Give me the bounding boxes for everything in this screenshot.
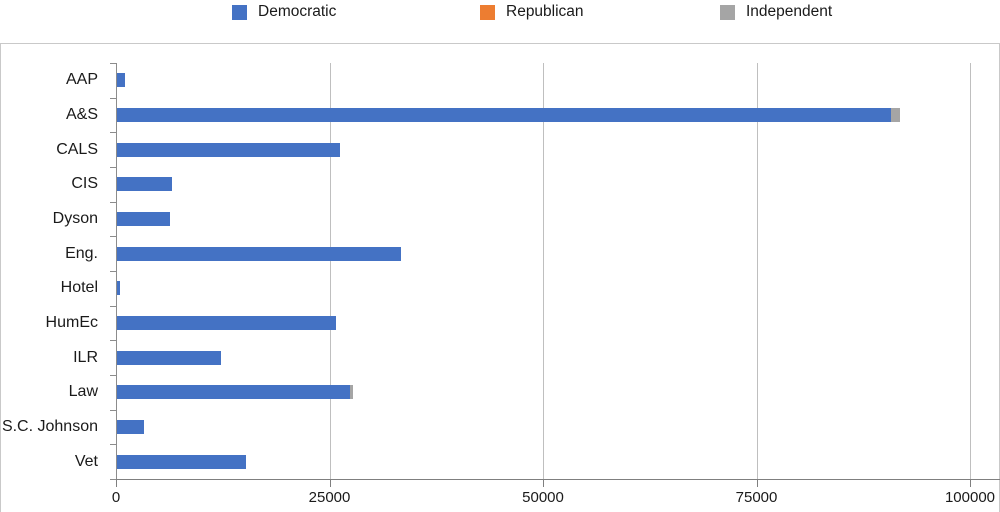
y-axis-tick [110,271,116,272]
y-axis [116,63,117,479]
category-label-eng-: Eng. [65,244,98,262]
category-label-law: Law [68,383,98,401]
category-label-vet: Vet [74,452,98,470]
legend-label-independent: Independent [746,3,833,20]
y-axis-tick [110,167,116,168]
gray-square-swatch [720,4,735,20]
gridline-x-75000 [756,63,758,479]
bar-segment-democratic [117,108,891,122]
legend-label-democratic: Democratic [258,3,337,20]
category-label-aap: AAP [65,71,98,89]
y-axis-tick [110,63,116,64]
bar-segment-democratic [117,454,246,469]
category-label-cis: CIS [71,175,98,193]
y-axis-tick [110,132,116,134]
category-label-ilr: ILR [73,348,98,366]
category-label-s-c-johnson: S.C. Johnson [1,418,98,435]
blue-square-swatch [232,4,247,20]
legend-item-democratic: Democratic [232,3,336,21]
y-axis-tick [110,375,116,376]
y-axis-tick [110,305,116,307]
bar-segment-democratic [117,281,120,296]
x-tick-label-100000: 100000 [944,489,996,506]
y-axis-tick [110,479,116,480]
y-axis-tick [110,340,116,342]
bar-segment-democratic [117,246,401,261]
legend-label-republican: Republican [506,3,584,20]
x-axis-tick [970,480,971,487]
legend-item-independent: Independent [720,3,832,21]
bar-segment-democratic [117,316,336,330]
bar-segment-democratic [117,350,221,365]
bar-segment-democratic [117,142,340,157]
x-axis-tick [756,480,758,487]
category-label-a-s: A&S [65,106,98,123]
bar-segment-democratic [117,420,144,434]
y-axis-tick [110,236,116,238]
x-tick-label-0: 0 [111,489,121,506]
gridline-x-100000 [970,63,971,479]
legend-item-republican: Republican [480,3,584,21]
gridline-x-50000 [543,63,544,479]
y-axis-tick [110,201,116,203]
bar-segment-independent [350,385,353,400]
x-axis [115,479,1000,480]
bar-segment-independent [891,108,900,122]
category-label-hotel: Hotel [60,279,98,297]
category-label-dyson: Dyson [52,210,98,227]
gridline-x-25000 [329,63,331,479]
y-axis-tick [110,409,116,411]
bar-segment-democratic [117,73,125,88]
chart-frame: 0 25000 50000 75000 100000 AAP A&S CALS CIS Dyson… [0,43,1000,512]
x-tick-label-50000: 50000 [522,489,564,506]
orange-square-swatch [480,4,495,20]
x-axis-tick [543,480,544,487]
category-label-cals: CALS [56,140,98,158]
y-axis-tick [110,97,116,99]
x-tick-label-25000: 25000 [308,489,351,506]
x-axis-tick [329,480,331,487]
x-axis-tick [116,480,117,487]
x-tick-label-75000: 75000 [735,489,778,506]
category-label-humec: HumEc [45,314,98,331]
bar-segment-democratic [117,385,350,400]
bar-segment-democratic [117,177,172,192]
y-axis-tick [110,444,116,446]
bar-segment-democratic [117,212,170,226]
